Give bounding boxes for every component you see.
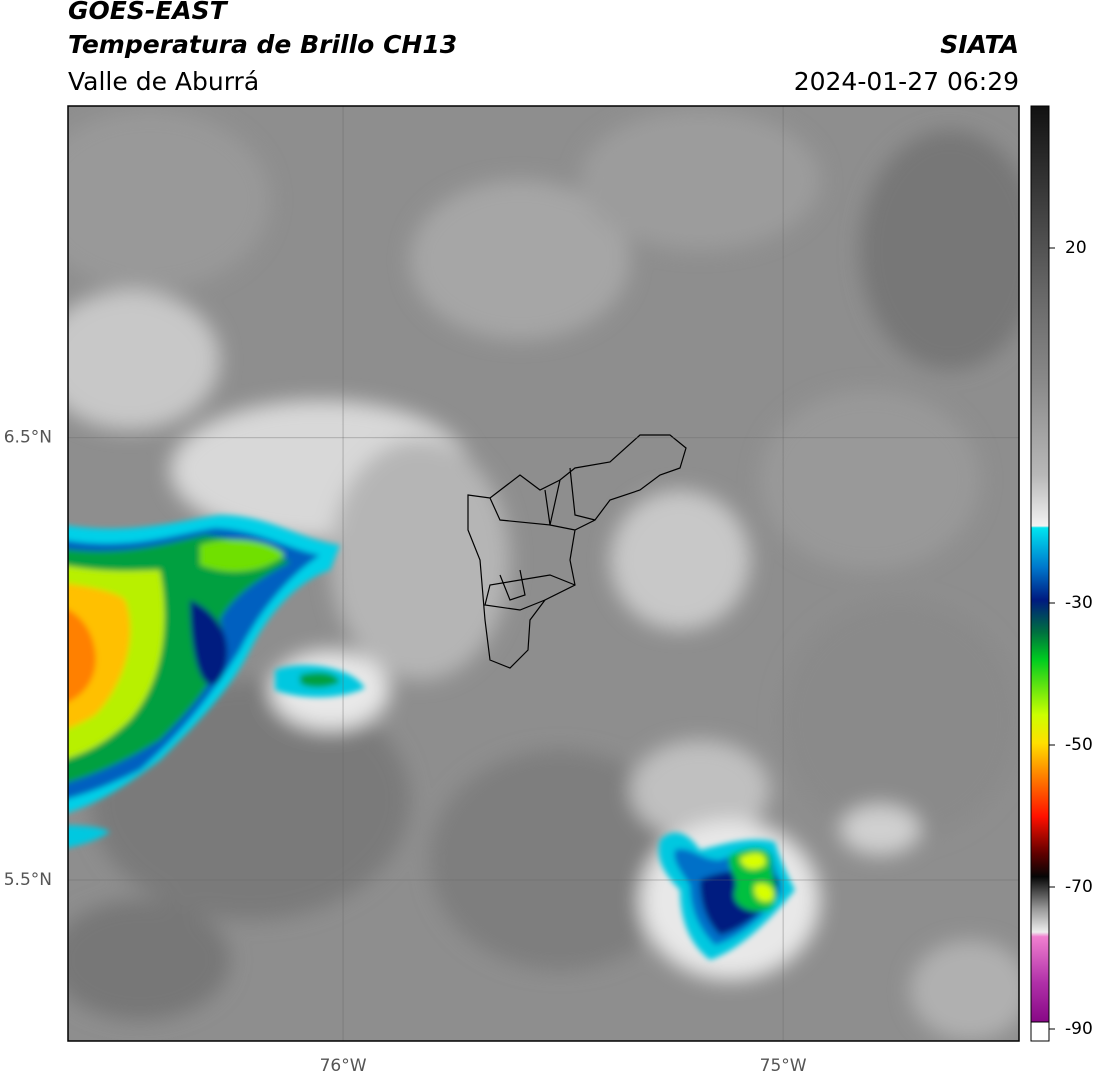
satellite-image <box>68 106 1019 1041</box>
x-tick-label: 76°W <box>320 1056 367 1076</box>
source: SIATA <box>940 30 1019 59</box>
subtitle: Temperatura de Brillo CH13 <box>68 30 457 59</box>
x-tick-label: 75°W <box>760 1056 807 1076</box>
colorbar-tick-label: 20 <box>1065 238 1087 258</box>
colorbar-frame <box>1030 105 1050 1042</box>
map-frame <box>67 105 1020 1042</box>
y-tick-label: 6.5°N <box>4 428 52 448</box>
colorbar-tick-label: -70 <box>1065 877 1093 897</box>
municipal-boundaries <box>467 434 687 669</box>
y-tick-label: 5.5°N <box>4 870 52 890</box>
colorbar-tick-label: -90 <box>1065 1019 1093 1039</box>
colorbar-under <box>1030 1021 1050 1042</box>
colorbar-tick-label: -50 <box>1065 735 1093 755</box>
colorbar <box>1031 106 1049 1029</box>
title: GOES-EAST <box>68 0 229 25</box>
colorbar-tick-label: -30 <box>1065 593 1093 613</box>
datetime: 2024-01-27 06:29 <box>794 67 1019 96</box>
region: Valle de Aburrá <box>68 67 259 96</box>
